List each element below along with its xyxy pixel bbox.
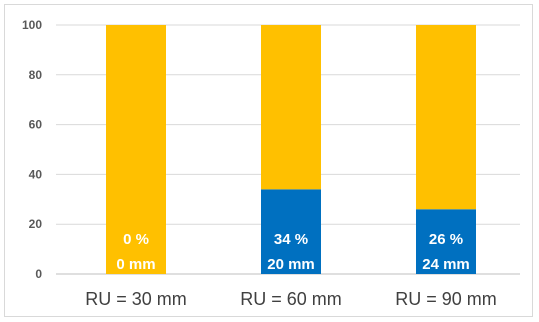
y-tick-label: 80 [29, 68, 43, 82]
x-axis-categories: RU = 30 mm RU = 60 mm RU = 90 mm [85, 289, 497, 309]
data-label-percent: 34 % [274, 231, 308, 248]
data-label-mm: 0 mm [116, 256, 155, 273]
data-label-percent: 26 % [429, 231, 463, 248]
y-tick-label: 60 [29, 118, 43, 132]
bar-segment-blue [261, 189, 321, 274]
data-label-mm: 24 mm [422, 256, 470, 273]
x-category-label: RU = 30 mm [85, 289, 187, 309]
bar-segment-blue [416, 209, 476, 274]
y-tick-label: 100 [22, 18, 42, 32]
y-tick-label: 20 [29, 217, 43, 231]
data-label-mm: 20 mm [267, 256, 315, 273]
bar-segment-orange [416, 25, 476, 210]
data-labels: 0 % 0 mm 34 % 20 mm 26 % 24 mm [116, 231, 469, 273]
bar-segment-orange [261, 25, 321, 190]
y-tick-label: 0 [35, 267, 42, 281]
bar-segment-orange [106, 25, 166, 274]
y-axis-ticks: 0 20 40 60 80 100 [22, 18, 42, 281]
data-label-percent: 0 % [123, 231, 149, 248]
y-tick-label: 40 [29, 167, 43, 181]
bars [106, 25, 476, 274]
x-category-label: RU = 90 mm [395, 289, 497, 309]
x-category-label: RU = 60 mm [240, 289, 342, 309]
